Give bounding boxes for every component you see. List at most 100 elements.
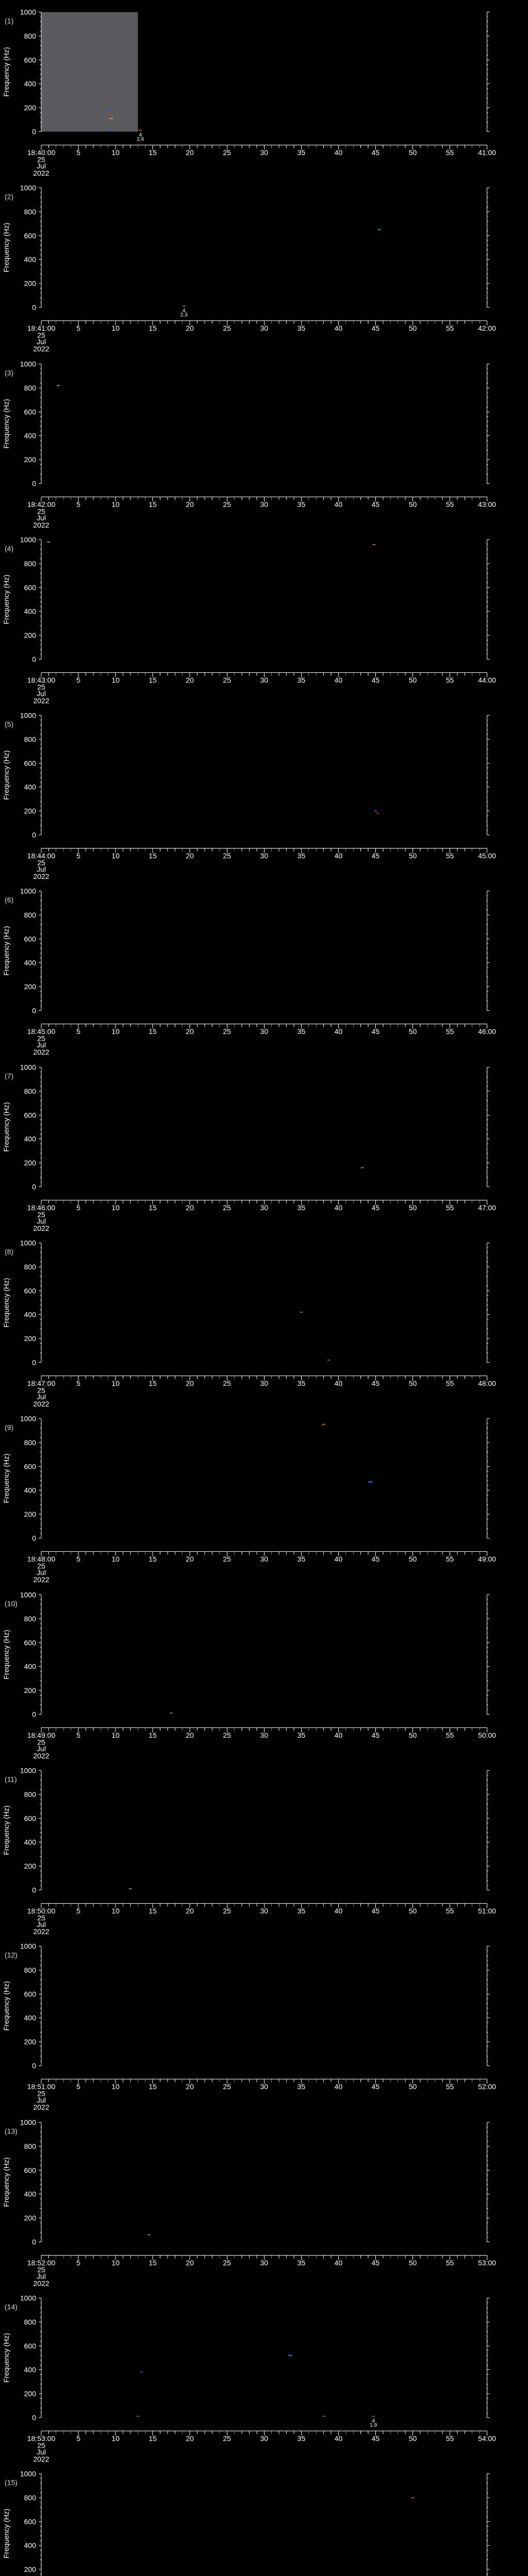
svg-text:200: 200 xyxy=(24,1862,37,1870)
svg-text:800: 800 xyxy=(24,735,37,743)
svg-text:400: 400 xyxy=(24,256,37,264)
svg-text:Frequency (Hz): Frequency (Hz) xyxy=(2,1630,10,1679)
svg-text:25: 25 xyxy=(223,2082,231,2091)
svg-text:5: 5 xyxy=(76,500,80,509)
svg-text:400: 400 xyxy=(24,2190,37,2198)
svg-text:15: 15 xyxy=(148,2259,157,2267)
svg-text:10: 10 xyxy=(111,2434,120,2443)
svg-text:20: 20 xyxy=(186,1907,194,1915)
svg-text:35: 35 xyxy=(298,1028,306,1036)
svg-text:41:00: 41:00 xyxy=(478,148,496,157)
svg-text:35: 35 xyxy=(298,2434,306,2443)
svg-text:800: 800 xyxy=(24,1087,37,1095)
svg-text:43:00: 43:00 xyxy=(478,500,496,509)
svg-text:20: 20 xyxy=(186,1731,194,1739)
svg-text:25: 25 xyxy=(223,1028,231,1036)
svg-text:200: 200 xyxy=(24,2038,37,2046)
svg-text:1000: 1000 xyxy=(20,535,36,544)
svg-text:55: 55 xyxy=(446,1379,454,1387)
svg-text:15: 15 xyxy=(148,1555,157,1563)
svg-text:800: 800 xyxy=(24,383,37,392)
svg-text:1000: 1000 xyxy=(20,1942,36,1951)
svg-text:42:00: 42:00 xyxy=(478,324,496,332)
svg-text:600: 600 xyxy=(24,583,37,591)
svg-text:50:00: 50:00 xyxy=(478,1731,496,1739)
svg-text:48:00: 48:00 xyxy=(478,1379,496,1387)
svg-text:40: 40 xyxy=(335,324,343,332)
svg-text:45: 45 xyxy=(372,2082,380,2091)
svg-text:50: 50 xyxy=(409,324,417,332)
svg-text:35: 35 xyxy=(298,1907,306,1915)
svg-text:50: 50 xyxy=(409,148,417,157)
svg-text:10: 10 xyxy=(111,1379,120,1387)
svg-text:200: 200 xyxy=(24,1159,37,1167)
svg-text:45: 45 xyxy=(372,1379,380,1387)
svg-text:25: 25 xyxy=(223,676,231,684)
svg-text:25: 25 xyxy=(223,500,231,509)
svg-text:600: 600 xyxy=(24,1286,37,1295)
svg-text:50: 50 xyxy=(409,852,417,860)
svg-text:800: 800 xyxy=(24,911,37,919)
svg-text:20: 20 xyxy=(186,324,194,332)
svg-text:35: 35 xyxy=(298,2259,306,2267)
svg-text:(1): (1) xyxy=(5,16,13,25)
svg-text:1000: 1000 xyxy=(20,887,36,895)
svg-text:600: 600 xyxy=(24,56,37,64)
svg-text:50: 50 xyxy=(409,500,417,509)
svg-text:30: 30 xyxy=(260,1379,269,1387)
svg-text:40: 40 xyxy=(335,2259,343,2267)
svg-text:800: 800 xyxy=(24,2318,37,2326)
svg-text:25: 25 xyxy=(223,1379,231,1387)
svg-text:20: 20 xyxy=(186,148,194,157)
svg-text:52:00: 52:00 xyxy=(478,2082,496,2091)
svg-text:15: 15 xyxy=(148,852,157,860)
svg-text:600: 600 xyxy=(24,232,37,240)
svg-text:5: 5 xyxy=(76,1907,80,1915)
svg-text:35: 35 xyxy=(298,324,306,332)
svg-text:15: 15 xyxy=(148,1379,157,1387)
svg-text:10: 10 xyxy=(111,852,120,860)
svg-text:40: 40 xyxy=(335,852,343,860)
svg-text:50: 50 xyxy=(409,2259,417,2267)
svg-text:50: 50 xyxy=(409,2434,417,2443)
svg-text:1000: 1000 xyxy=(20,184,36,192)
svg-text:50: 50 xyxy=(409,2082,417,2091)
svg-text:600: 600 xyxy=(24,1814,37,1822)
svg-text:800: 800 xyxy=(24,2142,37,2150)
svg-text:50: 50 xyxy=(409,1028,417,1036)
svg-text:35: 35 xyxy=(298,1379,306,1387)
svg-text:55: 55 xyxy=(446,2082,454,2091)
svg-text:20: 20 xyxy=(186,676,194,684)
svg-text:46:00: 46:00 xyxy=(478,1028,496,1036)
svg-text:55: 55 xyxy=(446,676,454,684)
svg-text:25: 25 xyxy=(223,324,231,332)
svg-text:45: 45 xyxy=(372,1731,380,1739)
svg-text:1000: 1000 xyxy=(20,8,36,16)
svg-text:55: 55 xyxy=(446,2259,454,2267)
svg-text:400: 400 xyxy=(24,1311,37,1319)
svg-text:5: 5 xyxy=(76,1028,80,1036)
svg-text:5: 5 xyxy=(76,324,80,332)
svg-text:55: 55 xyxy=(446,1555,454,1563)
svg-text:45: 45 xyxy=(372,1028,380,1036)
svg-text:40: 40 xyxy=(335,148,343,157)
svg-text:55: 55 xyxy=(446,1907,454,1915)
svg-text:30: 30 xyxy=(260,324,269,332)
svg-text:400: 400 xyxy=(24,1662,37,1670)
svg-text:400: 400 xyxy=(24,431,37,439)
svg-text:200: 200 xyxy=(24,983,37,991)
svg-text:50: 50 xyxy=(409,676,417,684)
svg-text:0: 0 xyxy=(32,1359,36,1367)
svg-text:0: 0 xyxy=(32,1007,36,1015)
svg-text:Frequency (Hz): Frequency (Hz) xyxy=(2,2333,10,2382)
svg-text:200: 200 xyxy=(24,1510,37,1518)
svg-text:Frequency (Hz): Frequency (Hz) xyxy=(2,1454,10,1503)
svg-text:800: 800 xyxy=(24,2494,37,2502)
svg-text:1.9: 1.9 xyxy=(370,2422,377,2428)
svg-text:35: 35 xyxy=(298,1555,306,1563)
svg-text:0: 0 xyxy=(32,1886,36,1894)
svg-text:0: 0 xyxy=(32,1182,36,1191)
svg-text:1000: 1000 xyxy=(20,1766,36,1774)
svg-text:51:00: 51:00 xyxy=(478,1907,496,1915)
svg-text:45: 45 xyxy=(372,1204,380,1212)
